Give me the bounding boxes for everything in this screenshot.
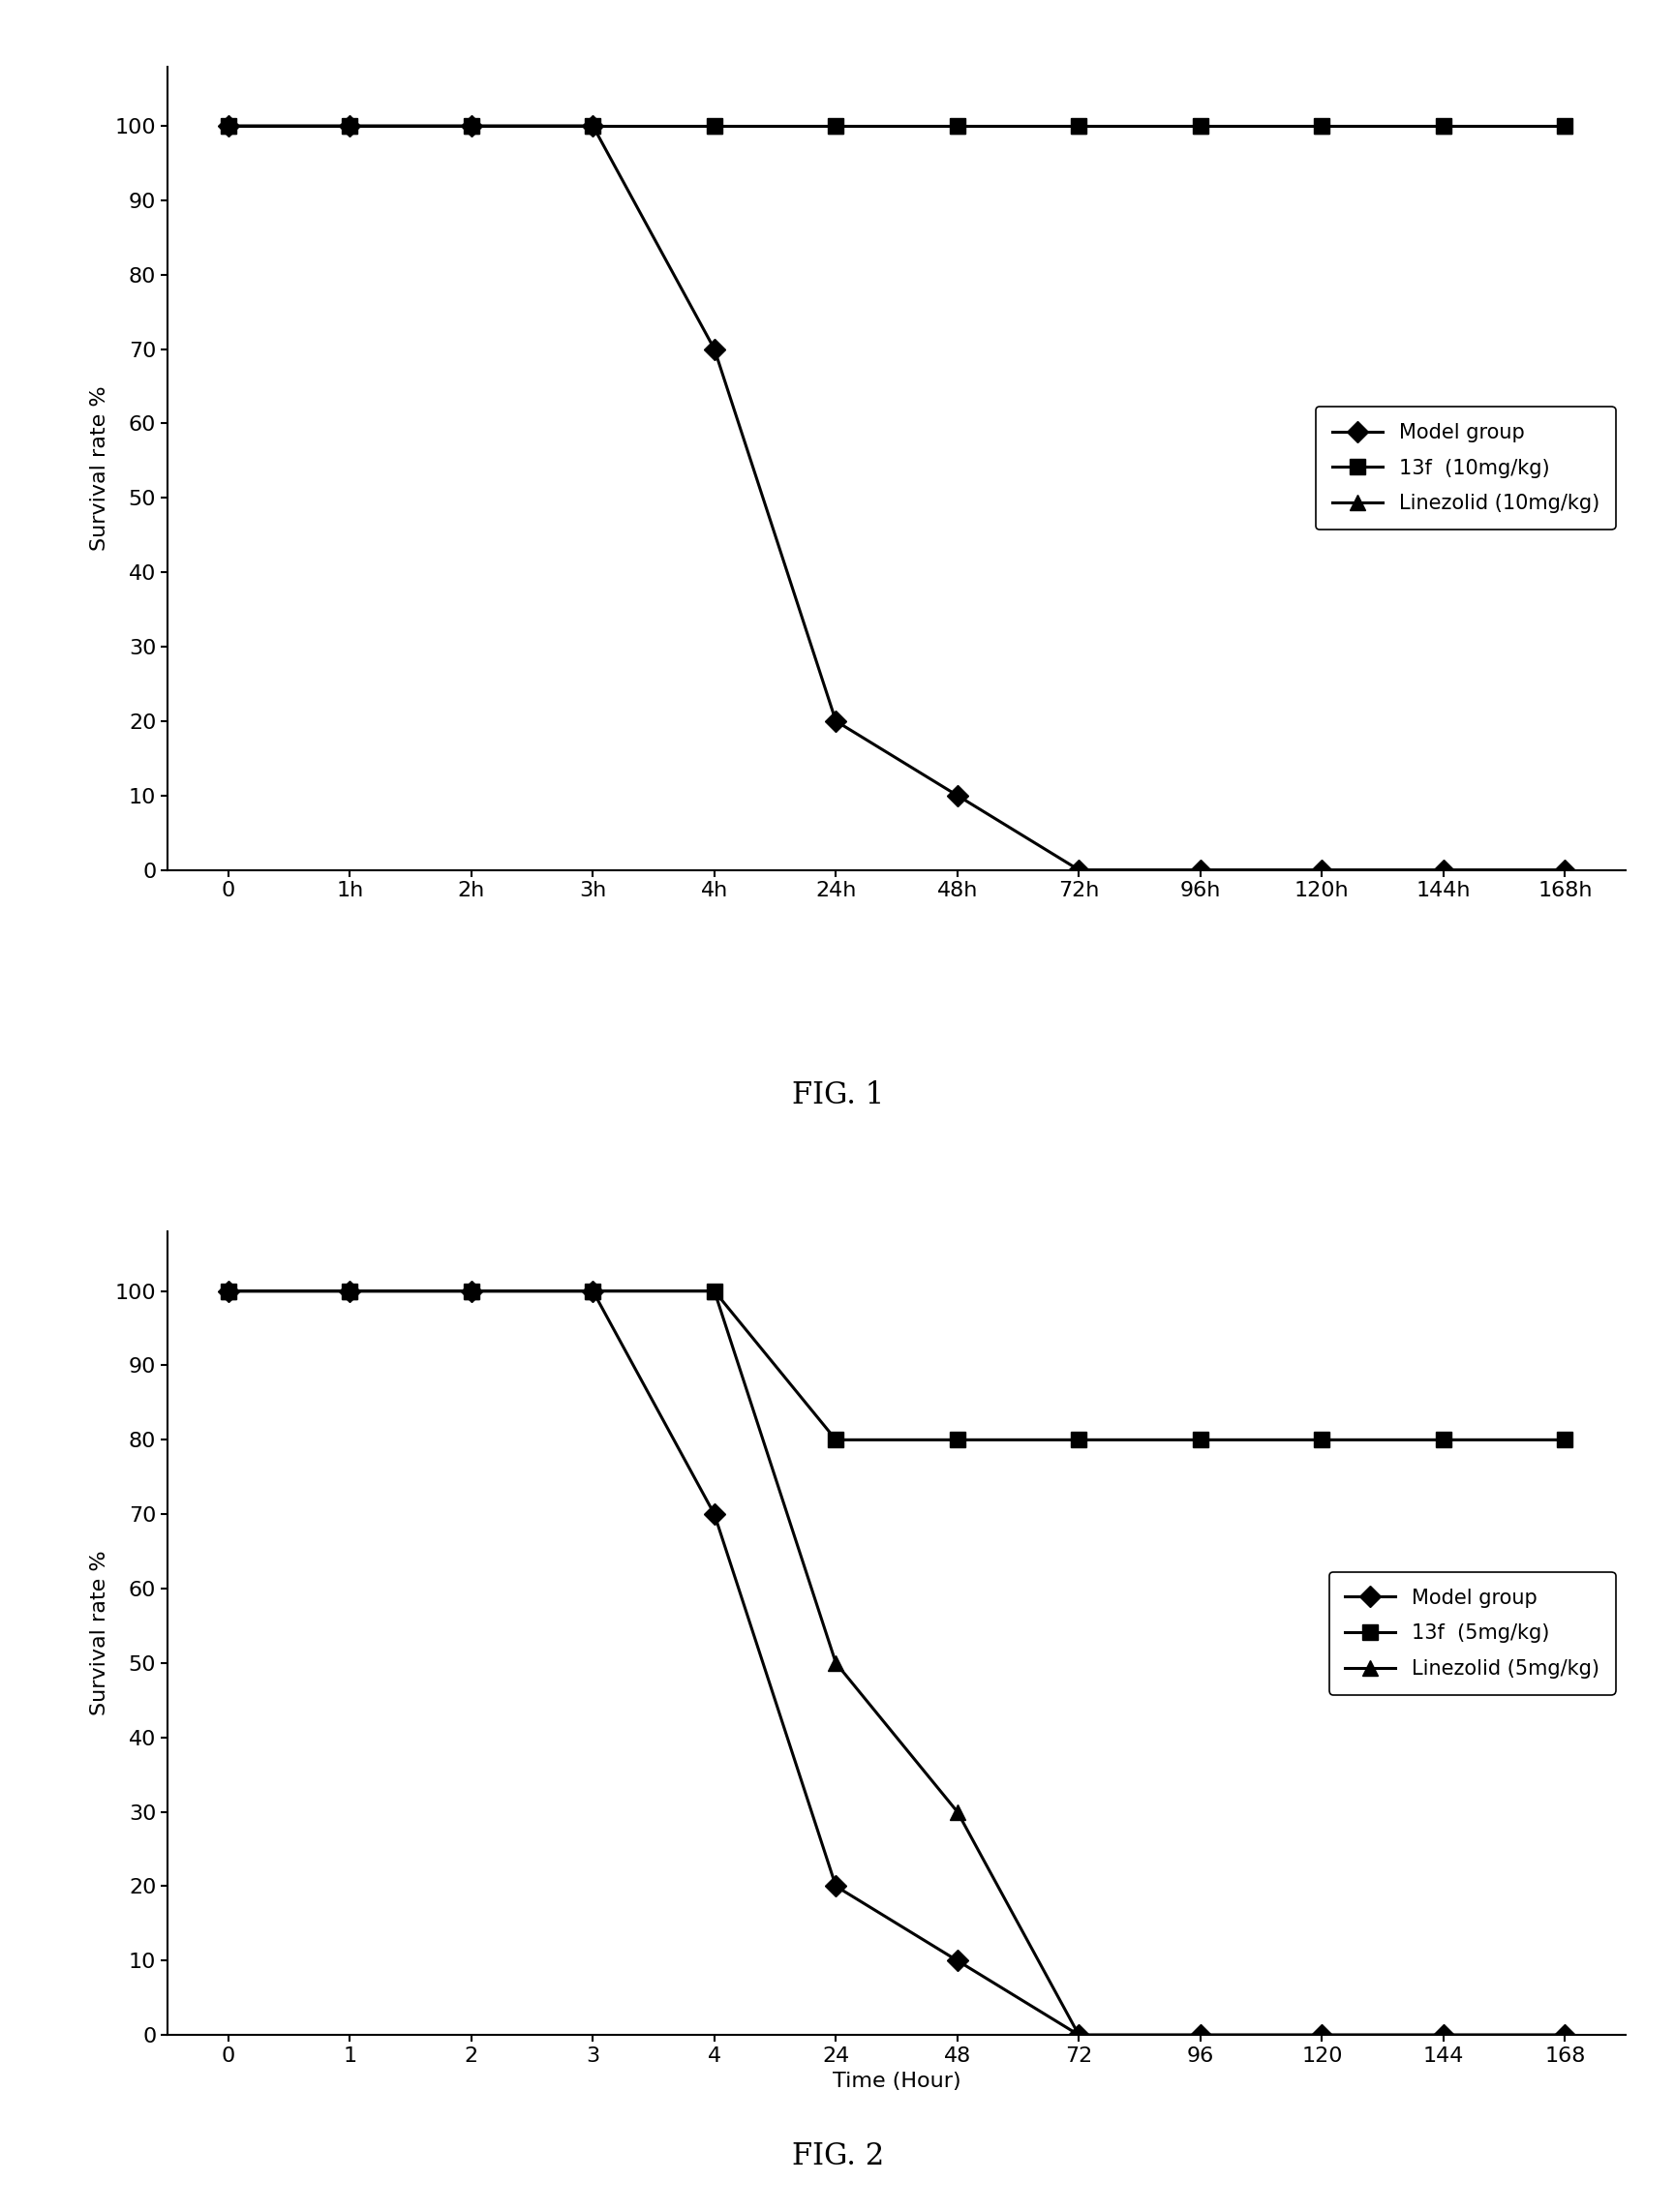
13f  (10mg/kg) [704, 113, 724, 139]
13f  (10mg/kg) [1432, 113, 1452, 139]
Text: FIG. 2: FIG. 2 [791, 2141, 884, 2172]
Text: FIG. 1: FIG. 1 [791, 1079, 884, 1110]
13f  (10mg/kg) [1554, 113, 1574, 139]
13f  (10mg/kg) [826, 113, 846, 139]
Model group [1312, 2022, 1332, 2048]
Linezolid (5mg/kg) [826, 1650, 846, 1677]
Line: 13f  (5mg/kg): 13f (5mg/kg) [221, 1283, 1571, 1447]
Model group [1069, 2022, 1089, 2048]
Linezolid (10mg/kg) [826, 113, 846, 139]
Linezolid (5mg/kg) [583, 1279, 603, 1305]
Line: Linezolid (10mg/kg): Linezolid (10mg/kg) [221, 119, 1571, 133]
Line: Model group: Model group [221, 1283, 1571, 2042]
Linezolid (5mg/kg) [1069, 2022, 1089, 2048]
Model group [1554, 856, 1574, 883]
13f  (10mg/kg) [461, 113, 481, 139]
Line: 13f  (10mg/kg): 13f (10mg/kg) [221, 119, 1571, 133]
13f  (5mg/kg) [340, 1279, 360, 1305]
13f  (5mg/kg) [704, 1279, 724, 1305]
13f  (5mg/kg) [826, 1427, 846, 1453]
Model group [1432, 856, 1452, 883]
Linezolid (10mg/kg) [1069, 113, 1089, 139]
Linezolid (10mg/kg) [583, 113, 603, 139]
13f  (5mg/kg) [583, 1279, 603, 1305]
13f  (10mg/kg) [218, 113, 238, 139]
Model group [340, 113, 360, 139]
Linezolid (5mg/kg) [1432, 2022, 1452, 2048]
Model group [340, 1279, 360, 1305]
13f  (5mg/kg) [1554, 1427, 1574, 1453]
13f  (10mg/kg) [1189, 113, 1209, 139]
Model group [218, 113, 238, 139]
13f  (10mg/kg) [1069, 113, 1089, 139]
X-axis label: Time (Hour): Time (Hour) [832, 2070, 960, 2090]
Linezolid (10mg/kg) [1312, 113, 1332, 139]
Line: Model group: Model group [221, 119, 1571, 878]
Legend: Model group, 13f  (5mg/kg), Linezolid (5mg/kg): Model group, 13f (5mg/kg), Linezolid (5m… [1328, 1573, 1615, 1694]
Model group [946, 1947, 966, 1973]
Model group [1312, 856, 1332, 883]
Model group [946, 783, 966, 810]
Linezolid (10mg/kg) [704, 113, 724, 139]
13f  (5mg/kg) [1069, 1427, 1089, 1453]
Model group [704, 1502, 724, 1528]
Model group [1189, 856, 1209, 883]
13f  (10mg/kg) [583, 113, 603, 139]
Model group [583, 113, 603, 139]
Linezolid (5mg/kg) [340, 1279, 360, 1305]
Linezolid (10mg/kg) [340, 113, 360, 139]
Linezolid (10mg/kg) [1189, 113, 1209, 139]
Model group [1432, 2022, 1452, 2048]
Model group [461, 1279, 481, 1305]
Linezolid (5mg/kg) [1312, 2022, 1332, 2048]
Linezolid (5mg/kg) [1189, 2022, 1209, 2048]
Line: Linezolid (5mg/kg): Linezolid (5mg/kg) [221, 1283, 1571, 2042]
13f  (5mg/kg) [1312, 1427, 1332, 1453]
Linezolid (10mg/kg) [1554, 113, 1574, 139]
Model group [1554, 2022, 1574, 2048]
13f  (5mg/kg) [1432, 1427, 1452, 1453]
Legend: Model group, 13f  (10mg/kg), Linezolid (10mg/kg): Model group, 13f (10mg/kg), Linezolid (1… [1315, 407, 1615, 529]
Linezolid (10mg/kg) [461, 113, 481, 139]
Linezolid (5mg/kg) [946, 1798, 966, 1825]
Linezolid (5mg/kg) [461, 1279, 481, 1305]
Model group [826, 708, 846, 734]
Y-axis label: Survival rate %: Survival rate % [90, 1551, 109, 1717]
13f  (5mg/kg) [218, 1279, 238, 1305]
Linezolid (5mg/kg) [704, 1279, 724, 1305]
Model group [583, 1279, 603, 1305]
13f  (5mg/kg) [1189, 1427, 1209, 1453]
Model group [218, 1279, 238, 1305]
Linezolid (10mg/kg) [946, 113, 966, 139]
Model group [704, 336, 724, 363]
Linezolid (10mg/kg) [218, 113, 238, 139]
Model group [461, 113, 481, 139]
Linezolid (5mg/kg) [1554, 2022, 1574, 2048]
Model group [1069, 856, 1089, 883]
13f  (10mg/kg) [1312, 113, 1332, 139]
13f  (10mg/kg) [340, 113, 360, 139]
13f  (5mg/kg) [461, 1279, 481, 1305]
Y-axis label: Survival rate %: Survival rate % [90, 385, 109, 551]
13f  (10mg/kg) [946, 113, 966, 139]
Linezolid (5mg/kg) [218, 1279, 238, 1305]
13f  (5mg/kg) [946, 1427, 966, 1453]
Linezolid (10mg/kg) [1432, 113, 1452, 139]
Model group [826, 1874, 846, 1900]
Model group [1189, 2022, 1209, 2048]
